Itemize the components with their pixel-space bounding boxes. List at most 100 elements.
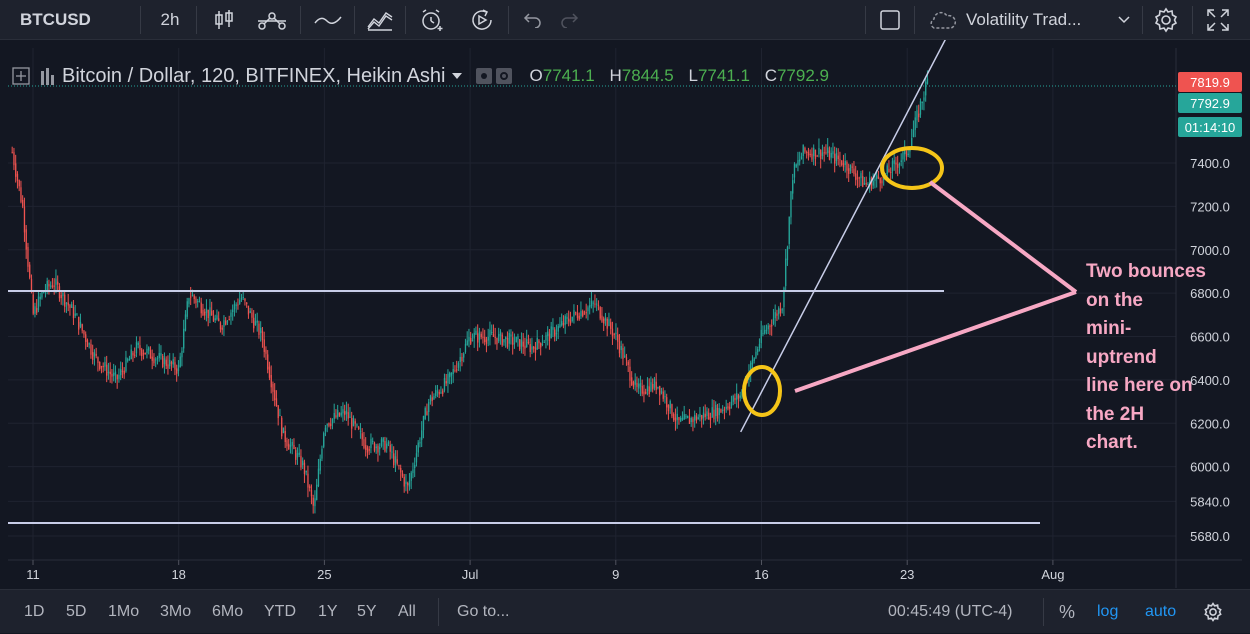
price-tick-label: 6000.0 [1190, 460, 1230, 475]
candle-body [484, 337, 486, 342]
candle-body [158, 352, 160, 359]
eye-icon[interactable] [475, 68, 492, 84]
candle-body [426, 411, 428, 416]
candle-body [233, 303, 236, 310]
range-all[interactable]: All [398, 603, 416, 620]
candle-body [736, 393, 738, 400]
candle-body [890, 171, 892, 173]
candle-body [331, 418, 334, 424]
price-tick-label: 6600.0 [1190, 330, 1230, 345]
candle-body [849, 164, 852, 171]
uptrend-line[interactable] [740, 40, 949, 433]
candle-body [599, 307, 601, 319]
candle-body [464, 343, 467, 352]
price-axis[interactable]: 7400.0 7200.0 7000.0 6800.0 6600.0 6400.0 6200… [1190, 156, 1230, 544]
cloud-icon[interactable] [924, 0, 960, 40]
range-1d[interactable]: 1D [24, 603, 45, 620]
candle-body [466, 340, 468, 345]
candle-body [132, 352, 134, 356]
caret-down-icon[interactable] [451, 73, 462, 79]
candle-body [349, 416, 351, 418]
candle-body [293, 445, 295, 450]
toolbar-divider [508, 6, 509, 34]
log-toggle[interactable]: log [1097, 603, 1119, 620]
candle-body [841, 160, 843, 165]
candle-body [517, 336, 519, 340]
redo-icon[interactable] [552, 0, 588, 40]
candle-body [814, 149, 817, 159]
candle-body [541, 344, 544, 346]
candle-body [708, 412, 710, 420]
gear-icon[interactable] [1203, 590, 1223, 634]
candle-body [263, 339, 265, 352]
range-6mo[interactable]: 6Mo [212, 603, 244, 620]
time-axis[interactable]: 11 18 25 Jul 9 16 23 Aug [26, 560, 1064, 582]
candle-body [615, 332, 617, 335]
candle-body [30, 278, 33, 292]
candle-body [690, 417, 692, 423]
expand-icon[interactable] [1198, 0, 1238, 40]
compare-icon[interactable] [308, 0, 348, 40]
candle-body [291, 441, 293, 446]
candles-icon[interactable] [204, 0, 244, 40]
candle-body [506, 337, 509, 347]
candles [11, 70, 929, 514]
settings-gear-icon[interactable] [1146, 0, 1186, 40]
collapse-plus-icon[interactable] [12, 67, 30, 85]
candle-body [156, 358, 159, 360]
range-ytd[interactable]: YTD [264, 603, 296, 620]
candle-body [274, 390, 276, 401]
candle-body [629, 366, 631, 381]
alert-icon[interactable] [412, 0, 452, 40]
candle-body [534, 347, 537, 353]
candle-body [610, 322, 612, 329]
templates-icon[interactable] [360, 0, 400, 40]
candle-body [792, 180, 794, 194]
settings-icon[interactable] [495, 68, 512, 84]
candle-body [46, 280, 48, 290]
candle-body [198, 301, 201, 303]
indicators-icon[interactable] [250, 0, 294, 40]
clock-time[interactable]: 00:45:49 (UTC-4) [888, 603, 1013, 620]
candle-body [319, 458, 321, 471]
series-title[interactable]: Bitcoin / Dollar, 120, BITFINEX, Heikin … [62, 64, 446, 87]
candle-body [772, 318, 775, 324]
range-1mo[interactable]: 1Mo [108, 603, 140, 620]
candle-body [370, 438, 372, 449]
candle-body [613, 333, 615, 335]
candle-body [403, 476, 405, 487]
range-5d[interactable]: 5D [66, 603, 87, 620]
percent-toggle[interactable]: % [1059, 601, 1076, 622]
symbol-search[interactable]: BTCUSD [20, 10, 91, 29]
candle-body [765, 329, 768, 331]
candle-body [865, 183, 867, 185]
goto-button[interactable]: Go to... [457, 603, 510, 620]
price-chart[interactable]: 7400.0 7200.0 7000.0 6800.0 6600.0 6400.0 6200… [0, 40, 1250, 589]
candle-body [501, 334, 503, 346]
replay-icon[interactable] [462, 0, 502, 40]
undo-icon[interactable] [514, 0, 550, 40]
template-name[interactable]: Volatility Trad... [966, 10, 1082, 29]
candle-body [578, 315, 580, 320]
candle-body [762, 332, 764, 334]
candle-body [414, 465, 416, 469]
candle-body [419, 442, 421, 444]
chevron-down-icon[interactable] [1114, 0, 1134, 40]
range-5y[interactable]: 5Y [357, 603, 377, 620]
fullscreen-box-icon[interactable] [872, 0, 908, 40]
candle-body [554, 329, 556, 337]
candle-body [624, 355, 626, 358]
candle-body [23, 206, 26, 233]
candle-body [405, 481, 407, 485]
candle-body [764, 330, 766, 334]
range-3mo[interactable]: 3Mo [160, 603, 192, 620]
range-1y[interactable]: 1Y [318, 603, 338, 620]
interval-selector[interactable]: 2h [160, 10, 180, 29]
candle-body [314, 498, 316, 507]
candle-body [722, 410, 724, 412]
candle-body [174, 362, 176, 370]
candle-body [730, 401, 733, 407]
bounce-circle-2 [880, 146, 944, 190]
auto-toggle[interactable]: auto [1145, 603, 1177, 620]
candle-body [498, 334, 500, 342]
